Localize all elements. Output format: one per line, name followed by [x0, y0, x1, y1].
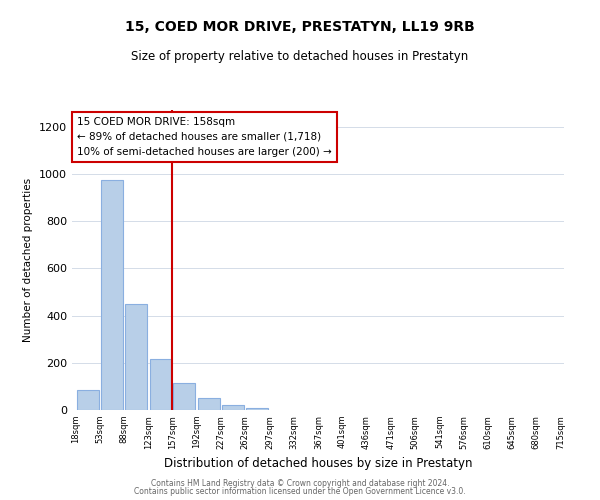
Text: 15 COED MOR DRIVE: 158sqm
← 89% of detached houses are smaller (1,718)
10% of se: 15 COED MOR DRIVE: 158sqm ← 89% of detac… [77, 117, 332, 156]
Y-axis label: Number of detached properties: Number of detached properties [23, 178, 34, 342]
Text: 15, COED MOR DRIVE, PRESTATYN, LL19 9RB: 15, COED MOR DRIVE, PRESTATYN, LL19 9RB [125, 20, 475, 34]
Text: Contains public sector information licensed under the Open Government Licence v3: Contains public sector information licen… [134, 487, 466, 496]
Text: Contains HM Land Registry data © Crown copyright and database right 2024.: Contains HM Land Registry data © Crown c… [151, 478, 449, 488]
Bar [247, 408, 268, 410]
Text: Size of property relative to detached houses in Prestatyn: Size of property relative to detached ho… [131, 50, 469, 63]
Bar [173, 383, 196, 410]
Bar [77, 390, 98, 410]
Bar [125, 304, 148, 410]
Bar [222, 406, 244, 410]
Bar [198, 398, 220, 410]
Bar [150, 359, 171, 410]
Bar [101, 180, 123, 410]
X-axis label: Distribution of detached houses by size in Prestatyn: Distribution of detached houses by size … [164, 457, 472, 470]
